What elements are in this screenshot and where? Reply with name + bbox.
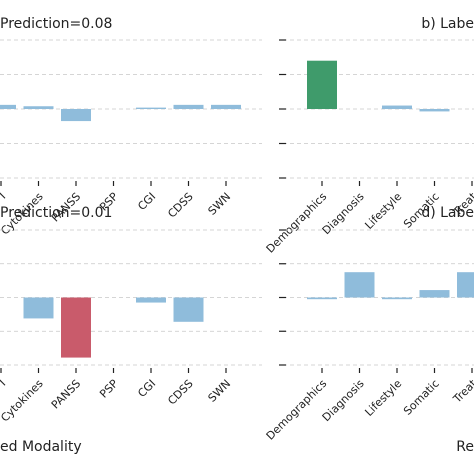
x-tick-label: I xyxy=(0,190,8,201)
x-tick-label: PANSS xyxy=(49,377,83,411)
bar xyxy=(307,60,337,109)
bar xyxy=(136,297,166,303)
x-tick-label: Cytokines xyxy=(0,377,46,425)
x-tick-label: Demographics xyxy=(264,377,330,443)
x-tick-label: SWN xyxy=(206,190,234,218)
bar xyxy=(61,297,91,358)
x-tick-label: PSP xyxy=(97,377,121,401)
x-tick-label: CDSS xyxy=(165,377,195,407)
x-tick-label: CDSS xyxy=(165,190,195,220)
bar xyxy=(307,297,337,300)
panel-title: b) Labe xyxy=(421,16,474,32)
bar xyxy=(419,109,450,112)
x-tick-label: Lifestyle xyxy=(362,377,404,419)
bar xyxy=(457,272,474,298)
bar xyxy=(382,105,412,109)
bar xyxy=(173,104,204,109)
x-tick-label: CGI xyxy=(135,190,158,213)
x-tick-label: CGI xyxy=(135,377,158,400)
bar xyxy=(23,297,54,319)
x-tick-label: Somatic xyxy=(401,377,442,418)
x-tick-label: Demographics xyxy=(264,190,330,256)
bar xyxy=(0,104,16,109)
panel-title: Prediction=0.01 xyxy=(0,205,112,221)
panel-title: d) Labe xyxy=(421,205,474,221)
bar xyxy=(344,272,375,298)
x-axis-label: Re xyxy=(456,439,474,455)
bar xyxy=(211,104,241,109)
x-axis-label: ed Modality xyxy=(0,439,82,455)
bar xyxy=(136,107,166,109)
x-tick-label: Lifestyle xyxy=(362,190,404,232)
x-tick-label: I xyxy=(0,377,8,388)
panel-title: Prediction=0.08 xyxy=(0,16,112,32)
x-tick-label: SWN xyxy=(206,377,234,405)
bar xyxy=(23,106,54,109)
bar xyxy=(382,297,412,300)
bar xyxy=(419,290,450,298)
bar xyxy=(61,109,91,122)
bar xyxy=(173,297,204,322)
x-tick-label: Treat xyxy=(450,377,474,407)
